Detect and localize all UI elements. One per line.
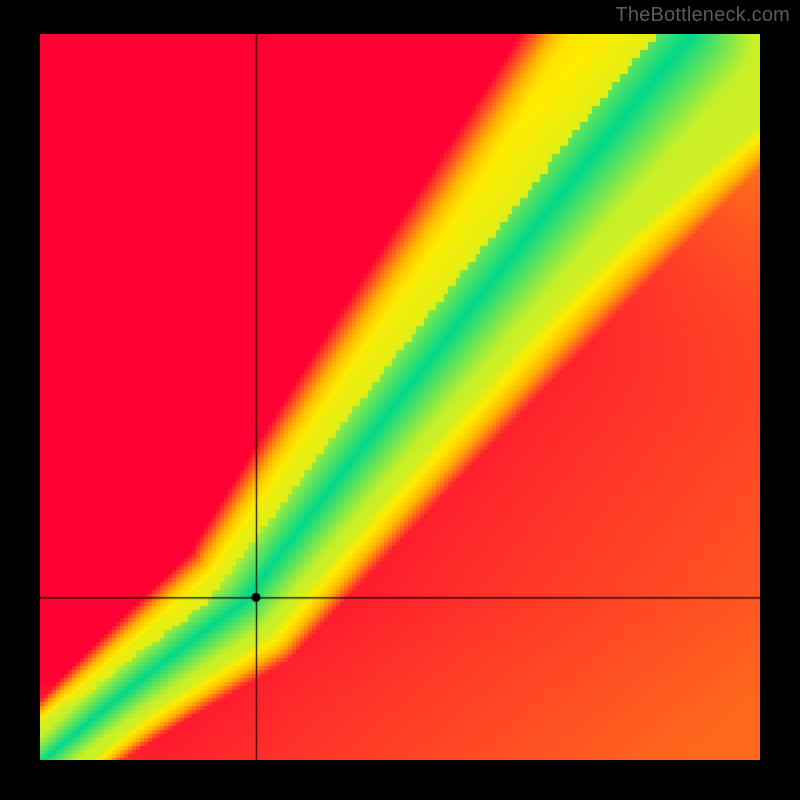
- watermark-text: TheBottleneck.com: [615, 4, 790, 27]
- chart-frame: TheBottleneck.com: [0, 0, 800, 800]
- crosshair-overlay: [40, 34, 760, 760]
